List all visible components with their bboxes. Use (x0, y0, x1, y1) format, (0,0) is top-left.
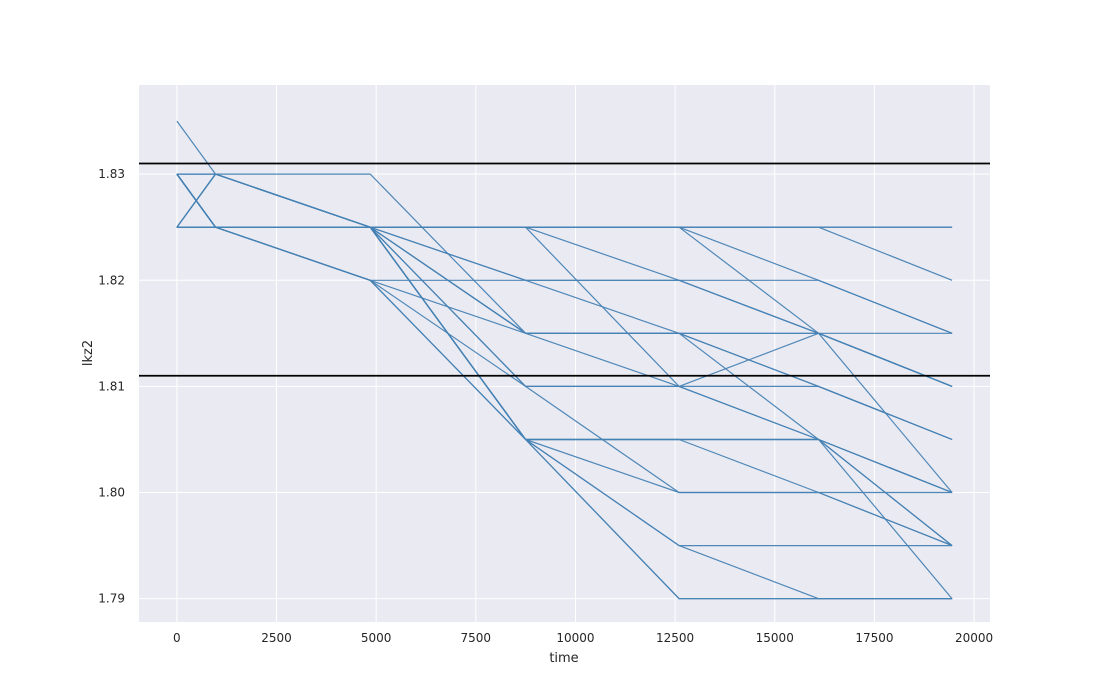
x-axis-ticks: 0 2500 5000 7500 10000 12500 15000 17500 20000 (173, 631, 993, 645)
x-tick-label: 2500 (261, 631, 292, 645)
y-axis-label: lkz2 (81, 340, 96, 366)
x-tick-label: 5000 (361, 631, 392, 645)
reference-lines (139, 162, 990, 377)
y-tick-label: 1.82 (98, 273, 125, 287)
x-tick-label: 10000 (556, 631, 594, 645)
series-line-28 (176, 173, 953, 493)
y-tick-label: 1.81 (98, 379, 125, 393)
y-axis-ticks: 1.79 1.80 1.81 1.82 1.83 (98, 167, 125, 606)
plot-background (139, 85, 990, 622)
series-layer (176, 120, 953, 600)
y-tick-label: 1.80 (98, 486, 125, 500)
x-tick-label: 20000 (955, 631, 993, 645)
x-tick-label: 0 (173, 631, 181, 645)
series-line-27 (176, 173, 953, 547)
x-axis-label: time (549, 651, 578, 666)
x-tick-label: 17500 (855, 631, 893, 645)
x-tick-label: 12500 (656, 631, 694, 645)
x-tick-label: 7500 (461, 631, 492, 645)
x-tick-label: 15000 (756, 631, 794, 645)
y-tick-label: 1.83 (98, 167, 125, 181)
y-tick-label: 1.79 (98, 592, 125, 606)
